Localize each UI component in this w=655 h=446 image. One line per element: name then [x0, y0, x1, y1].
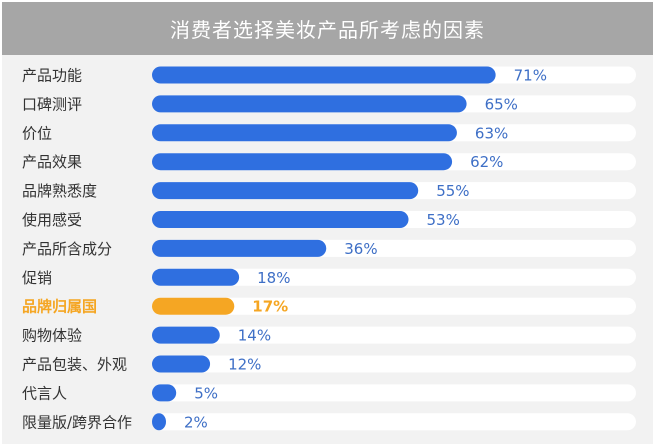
value-label: 12% — [228, 356, 261, 374]
category-label: 价位 — [22, 124, 52, 142]
bar-track — [152, 413, 636, 431]
bar-4 — [152, 153, 453, 171]
bar-13 — [152, 413, 166, 431]
bar-1 — [152, 66, 496, 84]
category-label: 代言人 — [22, 384, 67, 402]
bar-9 — [152, 297, 235, 315]
category-label: 产品包装、外观 — [22, 356, 127, 374]
category-label: 使用感受 — [22, 211, 82, 229]
chart-title: 消费者选择美妆产品所考虑的因素 — [2, 2, 653, 55]
bar-7 — [152, 239, 327, 257]
value-label: 17% — [252, 298, 288, 316]
bar-11 — [152, 355, 211, 373]
bar-track — [152, 384, 636, 402]
value-label: 36% — [344, 240, 377, 258]
bar-2 — [152, 95, 467, 113]
category-label: 产品功能 — [22, 67, 82, 85]
value-label: 55% — [436, 182, 469, 200]
bar-8 — [152, 268, 240, 286]
bar-track — [152, 326, 636, 344]
bar-10 — [152, 326, 220, 344]
value-label: 2% — [184, 413, 208, 431]
bar-track — [152, 297, 636, 315]
value-label: 5% — [194, 384, 218, 402]
value-label: 71% — [514, 67, 547, 85]
bar-3 — [152, 124, 457, 142]
category-label: 产品所含成分 — [22, 240, 112, 258]
category-label: 品牌归属国 — [22, 298, 97, 316]
category-label: 产品效果 — [22, 153, 82, 171]
category-label: 促销 — [22, 269, 52, 287]
category-label: 购物体验 — [22, 327, 82, 345]
value-label: 65% — [485, 95, 518, 113]
bar-5 — [152, 182, 419, 200]
bar-track — [152, 355, 636, 373]
bar-12 — [152, 384, 177, 402]
category-label: 品牌熟悉度 — [22, 182, 97, 200]
bar-6 — [152, 211, 409, 228]
value-label: 62% — [470, 153, 503, 171]
category-label: 口碑测评 — [22, 95, 82, 113]
value-label: 14% — [238, 327, 271, 345]
value-label: 63% — [475, 124, 508, 142]
category-label: 限量版/跨界合作 — [22, 413, 132, 431]
value-label: 18% — [257, 269, 290, 287]
bar-track — [152, 268, 636, 286]
value-label: 53% — [427, 211, 460, 229]
